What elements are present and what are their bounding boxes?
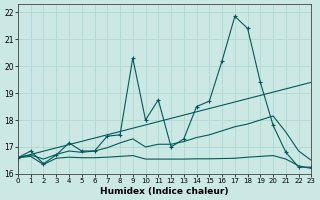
- X-axis label: Humidex (Indice chaleur): Humidex (Indice chaleur): [100, 187, 229, 196]
